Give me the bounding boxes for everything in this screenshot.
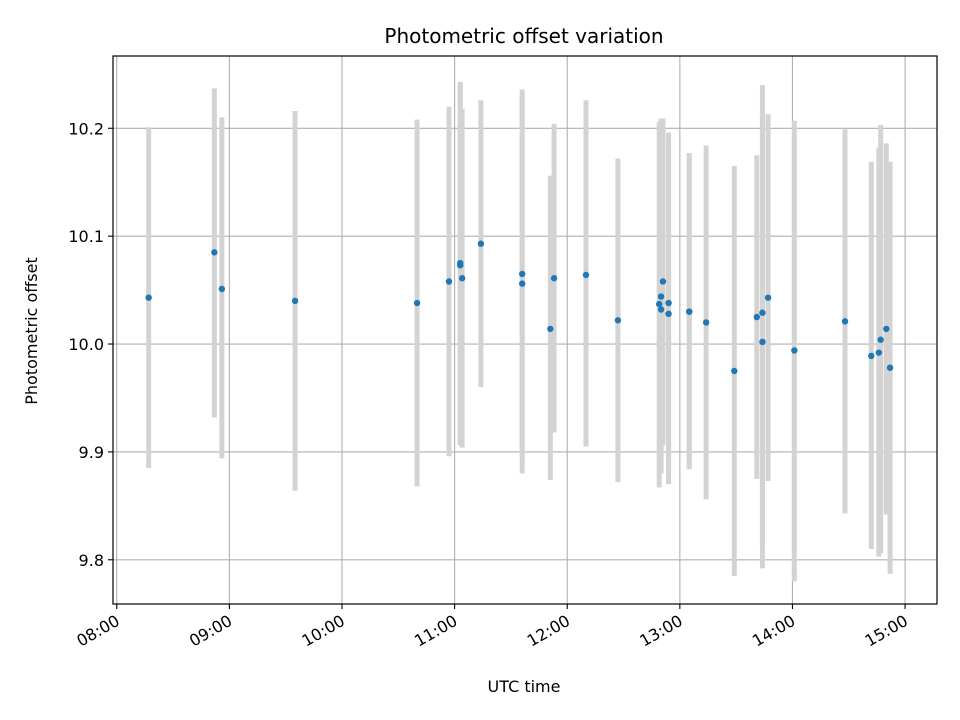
x-tick-label: 12:00 <box>524 611 573 651</box>
data-point <box>477 240 485 247</box>
x-tick-label: 10:00 <box>299 611 348 651</box>
data-point <box>458 275 466 282</box>
x-tick-label: 08:00 <box>73 611 122 651</box>
x-tick-label: 09:00 <box>186 611 235 651</box>
data-point <box>868 352 875 360</box>
data-point <box>657 306 665 313</box>
data-point <box>883 325 890 333</box>
data-point <box>550 275 558 282</box>
x-axis-label: UTC time <box>488 677 561 696</box>
data-point <box>791 347 798 354</box>
data-point <box>413 299 421 307</box>
data-point <box>656 300 663 308</box>
data-point <box>582 271 590 279</box>
data-point <box>731 367 738 375</box>
data-point <box>457 262 464 269</box>
data-point <box>702 319 710 326</box>
x-tick-label: 15:00 <box>862 611 911 651</box>
y-tick-label: 9.8 <box>79 551 104 570</box>
data-point <box>445 278 453 285</box>
data-point <box>659 278 667 285</box>
data-point <box>759 338 766 346</box>
data-point <box>841 318 849 325</box>
y-tick-label: 10.2 <box>68 119 104 138</box>
data-point <box>753 313 761 321</box>
data-point <box>614 317 622 324</box>
data-point <box>145 294 152 301</box>
x-tick-label: 11:00 <box>411 611 460 651</box>
data-point <box>211 249 218 256</box>
y-tick-label: 10.0 <box>68 335 104 354</box>
data-point <box>877 336 884 343</box>
plot-frame <box>112 55 938 605</box>
data-point <box>875 349 883 356</box>
data-point <box>886 364 894 371</box>
x-tick-label: 14:00 <box>749 611 798 651</box>
data-point <box>759 309 766 316</box>
error-bars <box>146 81 893 582</box>
y-tick-label: 10.1 <box>68 227 104 246</box>
data-point <box>665 299 672 307</box>
grid-lines <box>113 56 937 604</box>
y-tick-label: 9.9 <box>79 443 104 462</box>
y-axis-label: Photometric offset <box>22 257 41 405</box>
data-point <box>665 310 672 318</box>
data-point <box>518 280 526 287</box>
data-point <box>764 294 772 301</box>
data-point <box>291 297 299 305</box>
data-point <box>547 325 554 333</box>
x-tick-label: 13:00 <box>636 611 685 651</box>
data-point <box>218 285 226 293</box>
data-points <box>145 240 894 375</box>
data-point <box>518 270 526 278</box>
axis-ticks: 08:00 09:00 10:00 11:00 12:00 13:00 14:00 15:00… <box>68 119 911 650</box>
chart-title: Photometric offset variation <box>384 24 663 48</box>
data-point <box>686 308 693 315</box>
data-point <box>657 293 665 300</box>
